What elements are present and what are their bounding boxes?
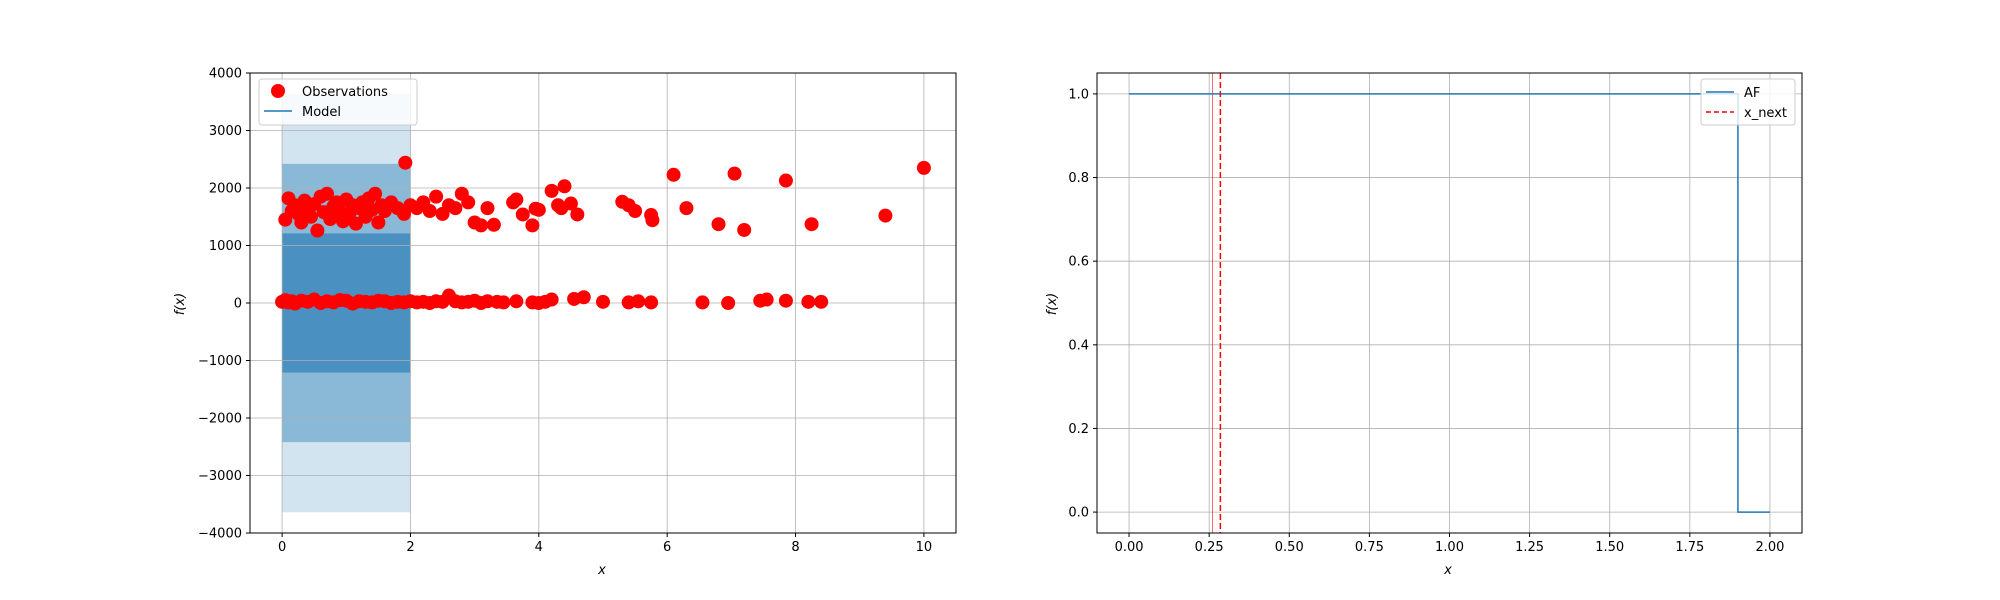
left-legend: Observations Model bbox=[258, 78, 418, 126]
left-axes: 0 2 4 6 8 10 −4000 −3000 −2000 −1000 0 1000 2000 3000… bbox=[198, 67, 957, 555]
x-tick-label: 0.25 bbox=[1195, 540, 1224, 555]
y-tick-label: 0.2 bbox=[1068, 422, 1089, 437]
x-tick-label: 1.75 bbox=[1675, 540, 1704, 555]
right-series bbox=[1129, 73, 1770, 533]
y-tick-label: 0.0 bbox=[1068, 506, 1089, 521]
observation-point bbox=[303, 209, 318, 224]
observation-point bbox=[814, 294, 829, 309]
x-tick-label: 0.50 bbox=[1275, 540, 1304, 555]
right-axes: 0.00 0.25 0.50 0.75 1.00 1.25 1.50 1.75 2.00 0.0 0… bbox=[1068, 72, 1803, 555]
observation-point bbox=[531, 202, 546, 217]
observation-point bbox=[509, 294, 524, 309]
y-tick-label: 2000 bbox=[209, 182, 242, 197]
legend-observations-label: Observations bbox=[302, 85, 388, 100]
y-tick-label: 0.4 bbox=[1068, 338, 1089, 353]
observation-point bbox=[721, 296, 736, 310]
left-x-axis-label: x bbox=[597, 563, 606, 578]
observation-point bbox=[544, 292, 559, 307]
observations-model-plot: 0 2 4 6 8 10 −4000 −3000 −2000 −1000 0 1000 2000 3000… bbox=[173, 67, 957, 578]
y-tick-label: 0.8 bbox=[1068, 171, 1089, 186]
x-tick-label: 0.00 bbox=[1115, 540, 1144, 555]
x-tick-label: 2.00 bbox=[1755, 540, 1784, 555]
observation-point bbox=[576, 290, 591, 305]
observation-point bbox=[759, 292, 774, 307]
observation-point bbox=[525, 218, 540, 233]
right-x-axis-label: x bbox=[1443, 563, 1452, 578]
observation-point bbox=[422, 204, 437, 218]
observation-point bbox=[878, 208, 893, 223]
observation-point bbox=[371, 215, 386, 230]
y-tick-label: −2000 bbox=[198, 412, 242, 427]
x-tick-label: 0.75 bbox=[1355, 540, 1384, 555]
x-tick-label: 10 bbox=[916, 540, 933, 555]
observation-point bbox=[804, 217, 819, 232]
acquisition-function-plot: 0.00 0.25 0.50 0.75 1.00 1.25 1.50 1.75 2.00 0.0 0… bbox=[1045, 72, 1803, 578]
observation-point bbox=[563, 196, 578, 211]
observation-point bbox=[596, 294, 610, 309]
observation-point bbox=[368, 186, 383, 201]
observation-point bbox=[645, 213, 660, 228]
observation-point bbox=[644, 295, 659, 310]
y-tick-label: 1.0 bbox=[1068, 87, 1089, 102]
x-tick-label: 4 bbox=[535, 540, 543, 555]
observation-point bbox=[323, 212, 338, 227]
y-tick-label: −4000 bbox=[198, 527, 242, 542]
observation-point bbox=[509, 192, 524, 207]
x-tick-label: 6 bbox=[663, 540, 671, 555]
x-tick-label: 1.25 bbox=[1515, 540, 1544, 555]
observation-point bbox=[628, 204, 643, 218]
observation-point bbox=[711, 217, 726, 232]
observation-point bbox=[398, 155, 413, 170]
y-tick-label: −3000 bbox=[198, 469, 242, 484]
right-legend: AF x_next bbox=[1700, 78, 1796, 126]
observation-point bbox=[666, 167, 681, 182]
observation-point bbox=[778, 173, 793, 188]
observation-point bbox=[557, 179, 572, 194]
observation-point bbox=[429, 189, 444, 204]
observation-point bbox=[496, 295, 511, 310]
left-y-axis-label: f(x) bbox=[173, 293, 188, 315]
x-tick-label: 1.00 bbox=[1435, 540, 1464, 555]
right-legend-box bbox=[1700, 78, 1796, 126]
observation-point bbox=[320, 186, 335, 201]
legend-af-label: AF bbox=[1744, 86, 1760, 101]
observation-point bbox=[570, 207, 585, 222]
legend-observations-marker bbox=[271, 84, 285, 98]
observation-point bbox=[801, 294, 816, 309]
y-tick-label: 3000 bbox=[209, 124, 242, 139]
observation-point bbox=[448, 201, 463, 216]
af-series-line bbox=[1129, 93, 1770, 513]
observation-point bbox=[515, 207, 530, 222]
y-tick-label: 1000 bbox=[209, 239, 242, 254]
y-tick-label: 4000 bbox=[209, 67, 242, 82]
observation-point bbox=[480, 201, 495, 216]
x-tick-label: 0 bbox=[278, 540, 286, 555]
observation-point bbox=[916, 160, 931, 175]
left-legend-box bbox=[258, 78, 418, 126]
x-tick-label: 8 bbox=[791, 540, 799, 555]
observation-point bbox=[348, 216, 363, 231]
observation-points bbox=[275, 155, 931, 311]
x-tick-label: 1.50 bbox=[1595, 540, 1624, 555]
x-tick-label: 2 bbox=[406, 540, 414, 555]
observation-point bbox=[310, 223, 325, 238]
right-y-axis-label: f(x) bbox=[1045, 293, 1060, 315]
observation-point bbox=[631, 294, 646, 309]
observation-point bbox=[544, 183, 559, 198]
observation-point bbox=[474, 218, 489, 233]
observation-point bbox=[461, 195, 476, 210]
y-tick-label: 0 bbox=[234, 297, 242, 312]
legend-x-next-label: x_next bbox=[1744, 106, 1787, 121]
observation-point bbox=[486, 217, 501, 232]
observation-point bbox=[778, 293, 793, 308]
y-tick-label: 0.6 bbox=[1068, 255, 1089, 270]
observation-point bbox=[727, 166, 742, 181]
observation-point bbox=[695, 295, 710, 310]
legend-model-label: Model bbox=[302, 105, 341, 120]
observation-point bbox=[679, 201, 694, 216]
observation-point bbox=[737, 222, 752, 237]
y-tick-label: −1000 bbox=[198, 354, 242, 369]
